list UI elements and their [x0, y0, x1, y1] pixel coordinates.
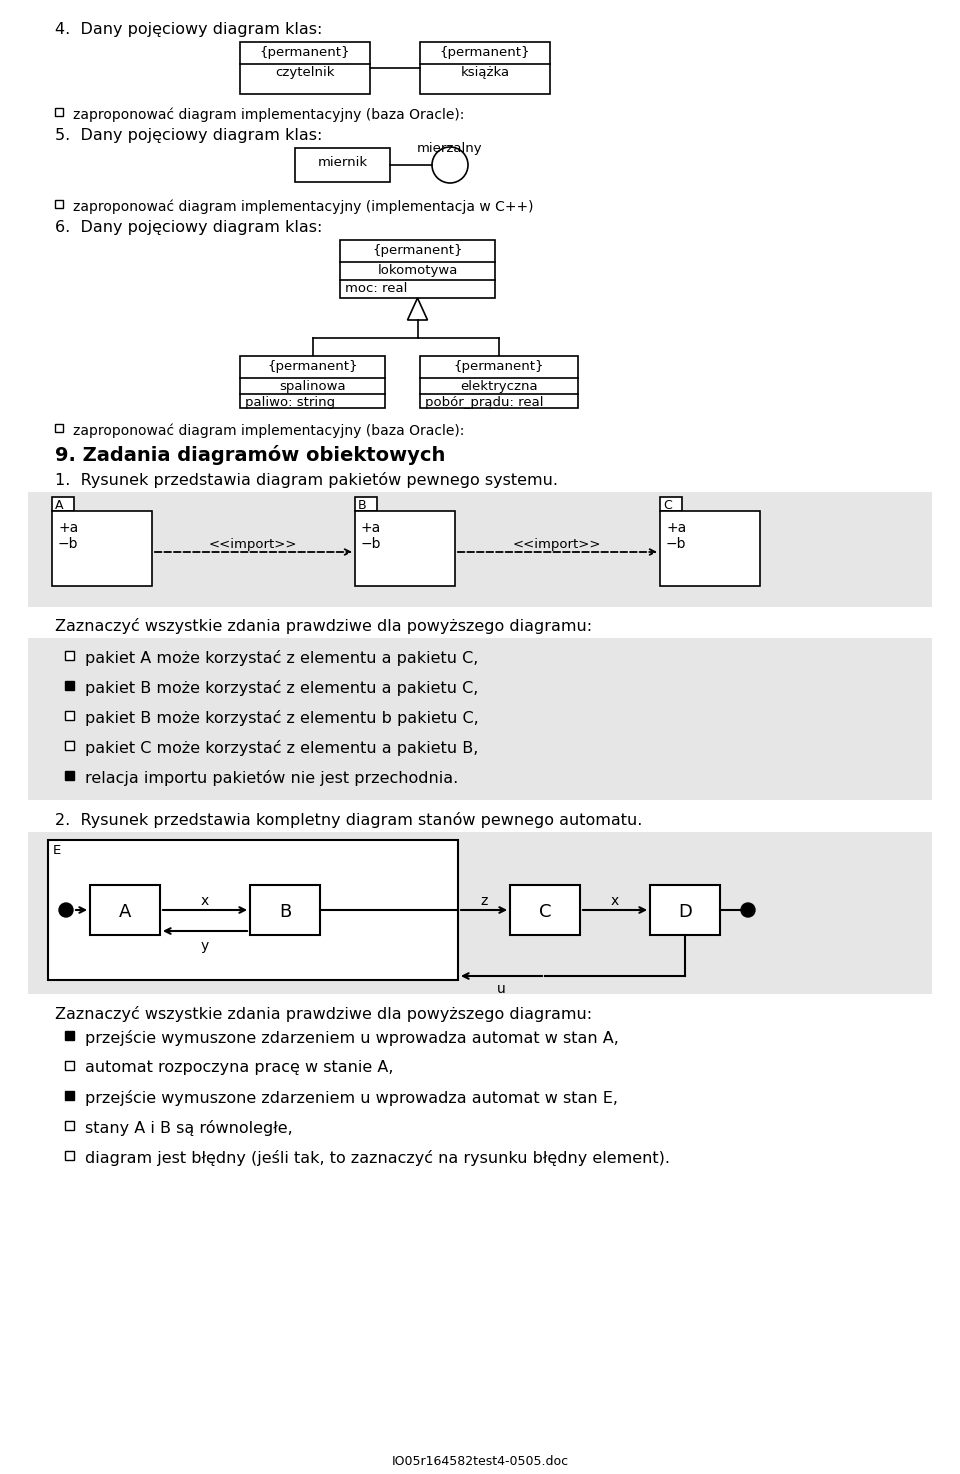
- Bar: [55, 200, 63, 208]
- Bar: [90, 884, 160, 935]
- Text: {permanent}: {permanent}: [267, 360, 358, 373]
- Bar: [65, 1122, 74, 1131]
- Text: y: y: [201, 939, 209, 954]
- Bar: [355, 497, 377, 511]
- Bar: [65, 741, 74, 750]
- Text: zaproponować diagram implementacyjny (baza Oracle):: zaproponować diagram implementacyjny (ba…: [73, 108, 465, 121]
- Text: pakiet B może korzystać z elementu b pakietu C,: pakiet B może korzystać z elementu b pak…: [85, 710, 479, 727]
- Text: Zaznaczyć wszystkie zdania prawdziwe dla powyższego diagramu:: Zaznaczyć wszystkie zdania prawdziwe dla…: [55, 618, 592, 634]
- Text: lokomotywa: lokomotywa: [377, 264, 458, 277]
- Bar: [28, 638, 932, 800]
- Text: 4.  Dany pojęciowy diagram klas:: 4. Dany pojęciowy diagram klas:: [55, 22, 323, 37]
- Bar: [295, 147, 390, 181]
- Text: przejście wymuszone zdarzeniem u wprowadza automat w stan A,: przejście wymuszone zdarzeniem u wprowad…: [85, 1030, 619, 1047]
- Polygon shape: [407, 298, 427, 320]
- Circle shape: [741, 904, 755, 917]
- Text: relacja importu pakietów nie jest przechodnia.: relacja importu pakietów nie jest przech…: [85, 769, 458, 786]
- Bar: [55, 425, 63, 432]
- Text: <<import>>: <<import>>: [208, 538, 298, 551]
- Text: A: A: [119, 904, 132, 921]
- Bar: [65, 710, 74, 719]
- Text: miernik: miernik: [318, 156, 368, 170]
- Text: B: B: [358, 500, 367, 511]
- Circle shape: [432, 147, 468, 183]
- Text: stany A i B są równoległe,: stany A i B są równoległe,: [85, 1120, 293, 1136]
- Text: {permanent}: {permanent}: [440, 46, 530, 59]
- Bar: [355, 511, 455, 587]
- Text: D: D: [678, 904, 692, 921]
- Bar: [420, 41, 550, 94]
- Text: −b: −b: [58, 537, 79, 551]
- Bar: [65, 681, 74, 690]
- Text: pakiet C może korzystać z elementu a pakietu B,: pakiet C może korzystać z elementu a pak…: [85, 740, 478, 756]
- Text: u: u: [497, 982, 506, 996]
- Bar: [240, 357, 385, 408]
- Text: pakiet B może korzystać z elementu a pakietu C,: pakiet B może korzystać z elementu a pak…: [85, 680, 478, 696]
- Text: pobór_prądu: real: pobór_prądu: real: [425, 397, 543, 408]
- Bar: [65, 1091, 74, 1100]
- Text: przejście wymuszone zdarzeniem u wprowadza automat w stan E,: przejście wymuszone zdarzeniem u wprowad…: [85, 1089, 618, 1106]
- Text: książka: książka: [461, 66, 510, 80]
- Bar: [52, 497, 74, 511]
- Text: zaproponować diagram implementacyjny (implementacja w C++): zaproponować diagram implementacyjny (im…: [73, 199, 534, 214]
- Text: spalinowa: spalinowa: [279, 380, 346, 394]
- Text: +a: +a: [666, 520, 686, 535]
- Bar: [52, 511, 152, 587]
- Bar: [48, 840, 458, 980]
- Bar: [660, 497, 682, 511]
- Bar: [55, 108, 63, 116]
- Bar: [240, 41, 370, 94]
- Text: czytelnik: czytelnik: [276, 66, 335, 80]
- Text: paliwo: string: paliwo: string: [245, 397, 335, 408]
- Bar: [28, 492, 932, 607]
- Text: pakiet A może korzystać z elementu a pakietu C,: pakiet A może korzystać z elementu a pak…: [85, 650, 478, 666]
- Text: −b: −b: [361, 537, 381, 551]
- Text: 5.  Dany pojęciowy diagram klas:: 5. Dany pojęciowy diagram klas:: [55, 128, 323, 143]
- Text: elektryczna: elektryczna: [460, 380, 538, 394]
- Text: x: x: [611, 895, 619, 908]
- Bar: [340, 240, 495, 298]
- Text: {permanent}: {permanent}: [454, 360, 544, 373]
- Text: {permanent}: {permanent}: [372, 245, 463, 256]
- Bar: [65, 1061, 74, 1070]
- Bar: [65, 771, 74, 780]
- Text: zaproponować diagram implementacyjny (baza Oracle):: zaproponować diagram implementacyjny (ba…: [73, 423, 465, 438]
- Text: <<import>>: <<import>>: [513, 538, 601, 551]
- Text: 2.  Rysunek przedstawia kompletny diagram stanów pewnego automatu.: 2. Rysunek przedstawia kompletny diagram…: [55, 812, 642, 828]
- Text: 6.  Dany pojęciowy diagram klas:: 6. Dany pojęciowy diagram klas:: [55, 220, 323, 234]
- Bar: [510, 884, 580, 935]
- Text: x: x: [201, 895, 209, 908]
- Text: {permanent}: {permanent}: [260, 46, 350, 59]
- Text: 1.  Rysunek przedstawia diagram pakietów pewnego systemu.: 1. Rysunek przedstawia diagram pakietów …: [55, 472, 558, 488]
- Text: −b: −b: [666, 537, 686, 551]
- Text: A: A: [55, 500, 63, 511]
- Bar: [65, 652, 74, 660]
- Text: E: E: [53, 845, 61, 856]
- Bar: [660, 511, 760, 587]
- Text: z: z: [480, 895, 488, 908]
- Circle shape: [59, 904, 73, 917]
- Bar: [250, 884, 320, 935]
- Text: mierzalny: mierzalny: [418, 142, 483, 155]
- Text: B: B: [278, 904, 291, 921]
- Text: +a: +a: [361, 520, 381, 535]
- Bar: [28, 831, 932, 993]
- Text: 9. Zadania diagramów obiektowych: 9. Zadania diagramów obiektowych: [55, 445, 445, 464]
- Text: diagram jest błędny (jeśli tak, to zaznaczyć na rysunku błędny element).: diagram jest błędny (jeśli tak, to zazna…: [85, 1150, 670, 1166]
- Bar: [420, 357, 578, 408]
- Text: IO05r164582test4-0505.doc: IO05r164582test4-0505.doc: [392, 1455, 568, 1468]
- Text: moc: real: moc: real: [345, 282, 407, 295]
- Bar: [65, 1030, 74, 1041]
- Text: automat rozpoczyna pracę w stanie A,: automat rozpoczyna pracę w stanie A,: [85, 1060, 394, 1075]
- Text: +a: +a: [58, 520, 79, 535]
- Text: C: C: [539, 904, 551, 921]
- Text: C: C: [663, 500, 672, 511]
- Bar: [65, 1151, 74, 1160]
- Bar: [650, 884, 720, 935]
- Text: Zaznaczyć wszystkie zdania prawdziwe dla powyższego diagramu:: Zaznaczyć wszystkie zdania prawdziwe dla…: [55, 1005, 592, 1021]
